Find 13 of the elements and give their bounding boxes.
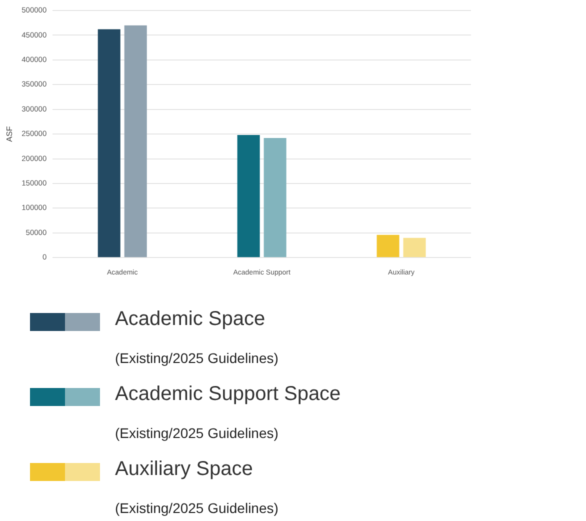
bar: [124, 25, 147, 258]
text: (Existing/2025 Guidelines): [115, 350, 278, 366]
text: Academic Space: [115, 308, 266, 331]
bar: [264, 138, 286, 258]
text: (Existing/2025 Guidelines): [115, 500, 278, 516]
bar: [237, 135, 260, 258]
bar: [403, 238, 426, 258]
text: (Existing/2025 Guidelines): [115, 424, 278, 440]
bar: [98, 29, 120, 258]
bar: [376, 234, 400, 258]
text: Academic Support Space: [115, 383, 341, 406]
y-axis-title: ASF: [5, 126, 14, 142]
text: Auxiliary Space: [115, 458, 253, 481]
